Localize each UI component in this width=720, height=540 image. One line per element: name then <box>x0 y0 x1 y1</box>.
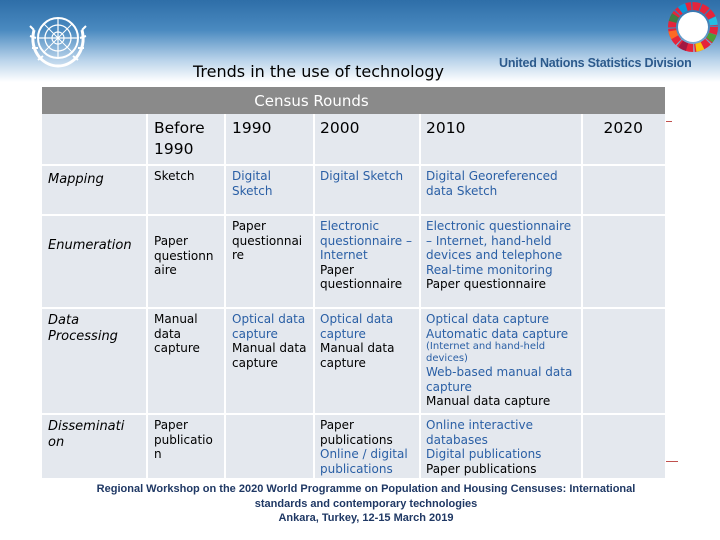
data-processing-2020 <box>583 309 665 413</box>
mapping-2020 <box>583 166 665 214</box>
enumeration-2020 <box>583 216 665 307</box>
data-processing-2010: Optical data capture Automatic data capt… <box>421 309 581 413</box>
un-emblem-icon <box>29 17 87 68</box>
enumeration-2000: Electronic questionnaire – Internet Pape… <box>315 216 419 307</box>
cell-line: Optical data capture <box>426 312 549 326</box>
cell-line: Paper questionnai re <box>232 219 303 262</box>
enumeration-before-1990: Paper questionn aire <box>148 216 224 307</box>
footer-line-3: Ankara, Turkey, 12-15 March 2019 <box>278 512 454 524</box>
mapping-2010: Digital Georeferenced data Sketch <box>421 166 581 214</box>
row-label-mapping: Mapping <box>42 166 146 214</box>
row-label-data-processing: Data Processing <box>42 309 146 413</box>
row-label-dissemination: Disseminati on <box>42 415 146 478</box>
cell-line: Manual data capture <box>232 341 307 370</box>
cell-line: Manual data capture <box>320 341 395 370</box>
cell-line: Digital Sketch <box>232 169 273 198</box>
cell-line: Web-based manual data capture <box>426 365 573 394</box>
col-header-2010: 2010 <box>421 114 581 164</box>
cell-line: Automatic data capture <box>426 326 569 341</box>
organization-name: United Nations Statistics Division <box>499 56 692 70</box>
col-header-2000: 2000 <box>315 114 419 164</box>
footer-line-2: standards and contemporary technologies <box>254 497 478 510</box>
cell-line: Electronic questionnaire – Internet, han… <box>426 219 572 262</box>
cell-line: Digital Sketch <box>320 169 404 183</box>
census-rounds-header: Census Rounds <box>42 87 665 114</box>
footer-line-1: Regional Workshop on the 2020 World Prog… <box>96 483 636 495</box>
decorative-rule-bottom <box>666 461 678 462</box>
cell-line: Paper publications <box>426 461 537 476</box>
enumeration-2010: Electronic questionnaire – Internet, han… <box>421 216 581 307</box>
cell-line: Online / digital publications <box>320 447 408 476</box>
cell-line: Online interactive databases <box>426 418 533 447</box>
technology-table: Before 1990 1990 2000 2010 2020 Mapping … <box>42 114 665 478</box>
mapping-before-1990: Sketch <box>148 166 224 214</box>
cell-line: Optical data capture <box>320 312 394 341</box>
cell-line: Paper publications <box>320 418 393 447</box>
enumeration-1990: Paper questionnai re <box>226 216 313 307</box>
row-label-enumeration: Enumeration <box>42 216 146 307</box>
cell-line: Electronic questionnaire – Internet <box>320 219 413 262</box>
col-header-2020: 2020 <box>583 114 665 164</box>
mapping-2000: Digital Sketch <box>315 166 419 214</box>
mapping-1990: Digital Sketch <box>226 166 313 214</box>
cell-line: Manual data capture <box>154 312 200 355</box>
data-processing-1990: Optical data capture Manual data capture <box>226 309 313 413</box>
col-header-empty <box>42 114 146 164</box>
dissemination-2020 <box>583 415 665 478</box>
cell-line: (Internet and hand-held devices) <box>426 341 546 364</box>
cell-line: Paper questionnaire <box>320 262 403 292</box>
dissemination-2000: Paper publications Online / digital publ… <box>315 415 419 478</box>
page-title: Trends in the use of technology <box>193 62 444 81</box>
top-banner <box>0 0 720 82</box>
decorative-rule-top <box>666 121 672 122</box>
dissemination-1990 <box>226 415 313 478</box>
cell-line: Paper questionn aire <box>154 234 214 277</box>
footer: Regional Workshop on the 2020 World Prog… <box>60 482 672 526</box>
cell-line: Paper questionnaire <box>426 277 546 291</box>
cell-line: Manual data capture <box>426 394 551 408</box>
data-processing-2000: Optical data capture Manual data capture <box>315 309 419 413</box>
census-rounds-label: Census Rounds <box>254 91 369 110</box>
sdg-wheel-icon <box>668 2 718 52</box>
dissemination-before-1990: Paper publicatio n <box>148 415 224 478</box>
col-header-1990: 1990 <box>226 114 313 164</box>
cell-line: Real-time monitoring <box>426 262 553 277</box>
data-processing-before-1990: Manual data capture <box>148 309 224 413</box>
cell-line: Paper publicatio n <box>154 418 213 461</box>
cell-line: Digital publications <box>426 447 542 461</box>
col-header-before-1990: Before 1990 <box>148 114 224 164</box>
cell-line: Sketch <box>154 169 195 183</box>
dissemination-2010: Online interactive databases Digital pub… <box>421 415 581 478</box>
cell-line: Digital Georeferenced data Sketch <box>426 169 558 198</box>
cell-line: Optical data capture <box>232 312 306 341</box>
